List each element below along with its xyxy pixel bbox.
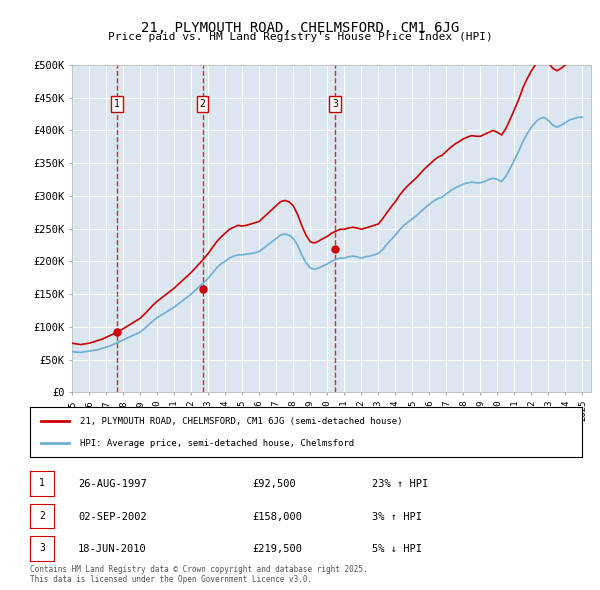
Text: 1: 1	[114, 99, 120, 109]
Text: £158,000: £158,000	[252, 512, 302, 522]
Text: £92,500: £92,500	[252, 479, 296, 489]
Text: 26-AUG-1997: 26-AUG-1997	[78, 479, 147, 489]
Text: 3% ↑ HPI: 3% ↑ HPI	[372, 512, 422, 522]
Text: 3: 3	[332, 99, 338, 109]
Text: 3: 3	[39, 543, 45, 553]
Text: £219,500: £219,500	[252, 544, 302, 554]
Text: 2: 2	[39, 511, 45, 521]
Text: HPI: Average price, semi-detached house, Chelmsford: HPI: Average price, semi-detached house,…	[80, 439, 354, 448]
Text: 21, PLYMOUTH ROAD, CHELMSFORD, CM1 6JG: 21, PLYMOUTH ROAD, CHELMSFORD, CM1 6JG	[141, 21, 459, 35]
Text: 5% ↓ HPI: 5% ↓ HPI	[372, 544, 422, 554]
Text: 21, PLYMOUTH ROAD, CHELMSFORD, CM1 6JG (semi-detached house): 21, PLYMOUTH ROAD, CHELMSFORD, CM1 6JG (…	[80, 417, 402, 425]
Text: Contains HM Land Registry data © Crown copyright and database right 2025.
This d: Contains HM Land Registry data © Crown c…	[30, 565, 368, 584]
Text: Price paid vs. HM Land Registry's House Price Index (HPI): Price paid vs. HM Land Registry's House …	[107, 32, 493, 42]
Text: 1: 1	[39, 478, 45, 489]
Text: 18-JUN-2010: 18-JUN-2010	[78, 544, 147, 554]
Text: 2: 2	[200, 99, 205, 109]
Text: 23% ↑ HPI: 23% ↑ HPI	[372, 479, 428, 489]
Text: 02-SEP-2002: 02-SEP-2002	[78, 512, 147, 522]
